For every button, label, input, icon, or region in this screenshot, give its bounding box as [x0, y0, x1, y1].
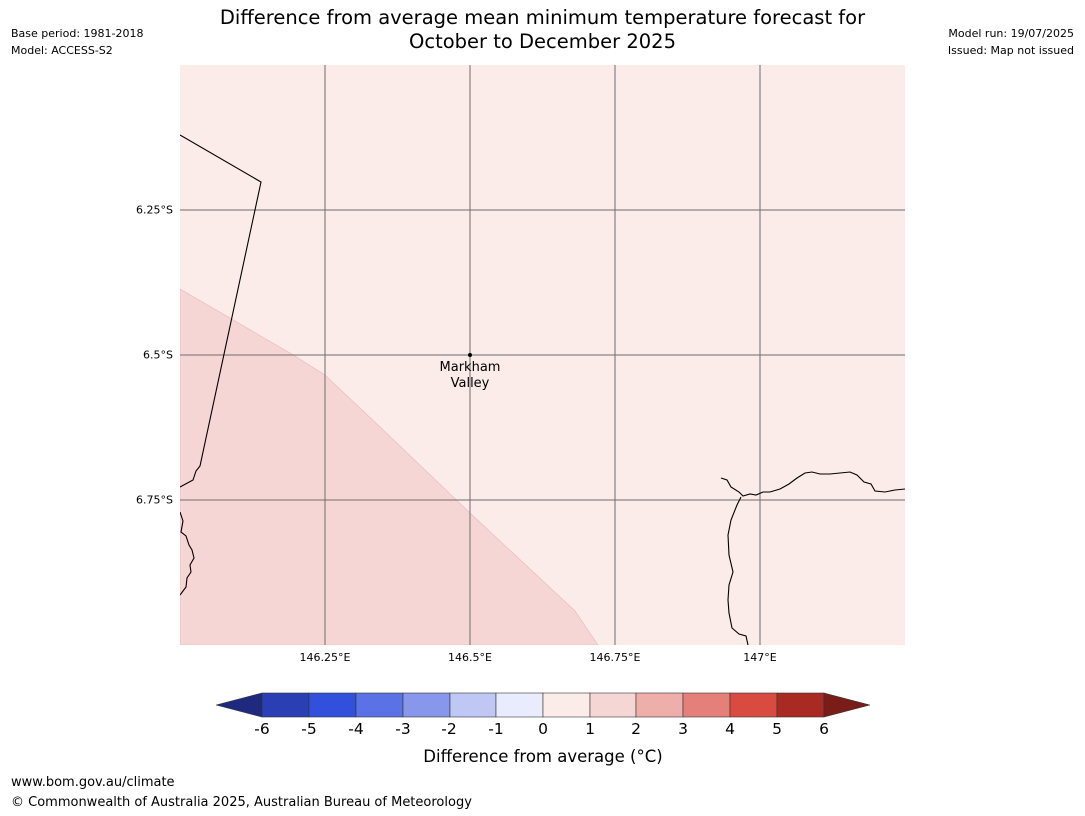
colorbar-bin-2: [308, 692, 357, 718]
colorbar-tick-minus-6: -6: [254, 720, 270, 738]
colorbar-tick-1: 1: [585, 720, 595, 738]
colorbar-bin-5: [449, 692, 497, 718]
meta-left: Base period: 1981-2018 Model: ACCESS-S2: [11, 25, 143, 59]
colorbar-bin-8: [589, 692, 637, 718]
lat-label-6-5: 6.5°S: [143, 348, 173, 362]
colorbar-bin-6: [495, 692, 544, 718]
model-run-text: Model run: 19/07/2025: [948, 27, 1074, 40]
colorbar-extend-low: [216, 692, 263, 718]
colorbar-bin-7: [542, 692, 591, 718]
colorbar-tick-2: 2: [631, 720, 641, 738]
lat-label-6-25: 6.25°S: [136, 203, 173, 217]
base-period-text: Base period: 1981-2018: [11, 27, 144, 40]
lat-label-6-75: 6.75°S: [136, 493, 173, 507]
colorbar-bin-3: [355, 692, 404, 718]
colorbar-tick-minus-4: -4: [348, 720, 364, 738]
colorbar-label: Difference from average (°C): [423, 747, 663, 766]
footer-url[interactable]: www.bom.gov.au/climate: [11, 775, 175, 790]
map-title: Difference from average mean minimum tem…: [150, 6, 935, 54]
place-label-line-2: Valley: [450, 376, 490, 391]
title-line-1: Difference from average mean minimum tem…: [219, 6, 866, 29]
footer-copyright: © Commonwealth of Australia 2025, Austra…: [11, 795, 472, 810]
colorbar-tick-minus-1: -1: [488, 720, 504, 738]
lon-label-146-75: 146.75°E: [589, 651, 641, 664]
forecast-map[interactable]: [180, 65, 905, 645]
lon-label-146-25: 146.25°E: [299, 651, 351, 664]
colorbar-bin-10: [682, 692, 731, 718]
place-label-line-1: Markham: [439, 360, 501, 375]
colorbar-tick-3: 3: [678, 720, 688, 738]
colorbar-tick-6: 6: [819, 720, 829, 738]
title-line-2: October to December 2025: [409, 30, 676, 53]
coastline-east: [720, 471, 905, 497]
colorbar: [216, 692, 870, 718]
markham-valley-marker: [468, 353, 472, 357]
colorbar-bin-11: [729, 692, 778, 718]
colorbar-tick-4: 4: [725, 720, 735, 738]
colorbar-tick-0: 0: [538, 720, 548, 738]
lon-label-146-5: 146.5°E: [448, 651, 492, 664]
issued-text: Issued: Map not issued: [947, 44, 1074, 57]
colorbar-tick-5: 5: [772, 720, 782, 738]
colorbar-bin-4: [402, 692, 451, 718]
meta-right: Model run: 19/07/2025 Issued: Map not is…: [948, 25, 1074, 59]
lon-label-147: 147°E: [743, 651, 777, 664]
colorbar-bin-12: [776, 692, 825, 718]
colorbar-bin-1: [261, 692, 310, 718]
coastline-west: [180, 134, 262, 488]
colorbar-bin-9: [635, 692, 684, 718]
model-text: Model: ACCESS-S2: [11, 44, 113, 57]
river: [727, 496, 749, 645]
colorbar-extend-high: [823, 692, 870, 718]
colorbar-tick-minus-2: -2: [441, 720, 457, 738]
colorbar-tick-minus-3: -3: [395, 720, 411, 738]
graticule: [180, 65, 905, 645]
place-label-markham-valley: Markham Valley: [420, 360, 520, 392]
coastline-southwest: [180, 511, 195, 596]
colorbar-tick-minus-5: -5: [301, 720, 317, 738]
